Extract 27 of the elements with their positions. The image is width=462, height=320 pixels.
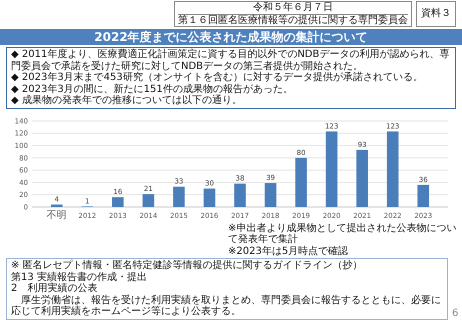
text: ※申出者より成果物として提出された公表物について発表年で集計 xyxy=(228,222,458,246)
text: ※ 匿名レセプト情報・匿名特定健診等情報の提供に関するガイドライン（抄） xyxy=(11,260,364,272)
bar xyxy=(386,130,399,206)
bar xyxy=(295,157,307,206)
text: ◆ 成果物の発表年での推移については以下の通り。 xyxy=(11,95,243,106)
bar xyxy=(326,130,338,206)
text: ◆ 2023年3月末まで453研究（オンサイトを含む）に対するデータ提供が承諾されている。 xyxy=(11,72,424,84)
bar xyxy=(417,184,430,206)
bar xyxy=(356,149,368,206)
chart-title: 2022年度までに公表された成果物の集計について xyxy=(0,29,462,45)
bar xyxy=(264,182,276,206)
text: 資料３ xyxy=(416,1,456,27)
x-tick-label: 不明 xyxy=(46,210,67,220)
text: 令和５年６月７日 xyxy=(178,2,408,14)
text: ◆ 2011年度より、医療費適正化計画策定に資する目的以外でのNDBデータの利用が認められ、専門委員会で承諾を受けた研究に対してNDBデータの第三者提供が開始された。 xyxy=(11,49,450,72)
text: 厚生労働省は、報告を受けた利用実績を取りまとめ、専門委員会に報告するとともに、必要に応じて利用実績をホームページ等により公表する。 xyxy=(11,294,442,318)
text: 第１６回匿名医療情報等の提供に関する専門委員会 xyxy=(178,14,408,26)
bar xyxy=(204,188,216,206)
bar xyxy=(112,196,124,206)
text: ◆ 2023年3月の間に、新たに151件の成果物の報告があった。 xyxy=(11,84,294,94)
text: 2 利用実績の公表 xyxy=(11,283,98,294)
text: 第13 実績報告書の作成・提出 xyxy=(11,272,148,282)
text: 6 xyxy=(452,308,460,320)
bar xyxy=(234,183,246,206)
bar xyxy=(142,194,154,206)
text: ※2023年は5月時点で確認 xyxy=(228,246,350,257)
bar xyxy=(173,186,185,206)
